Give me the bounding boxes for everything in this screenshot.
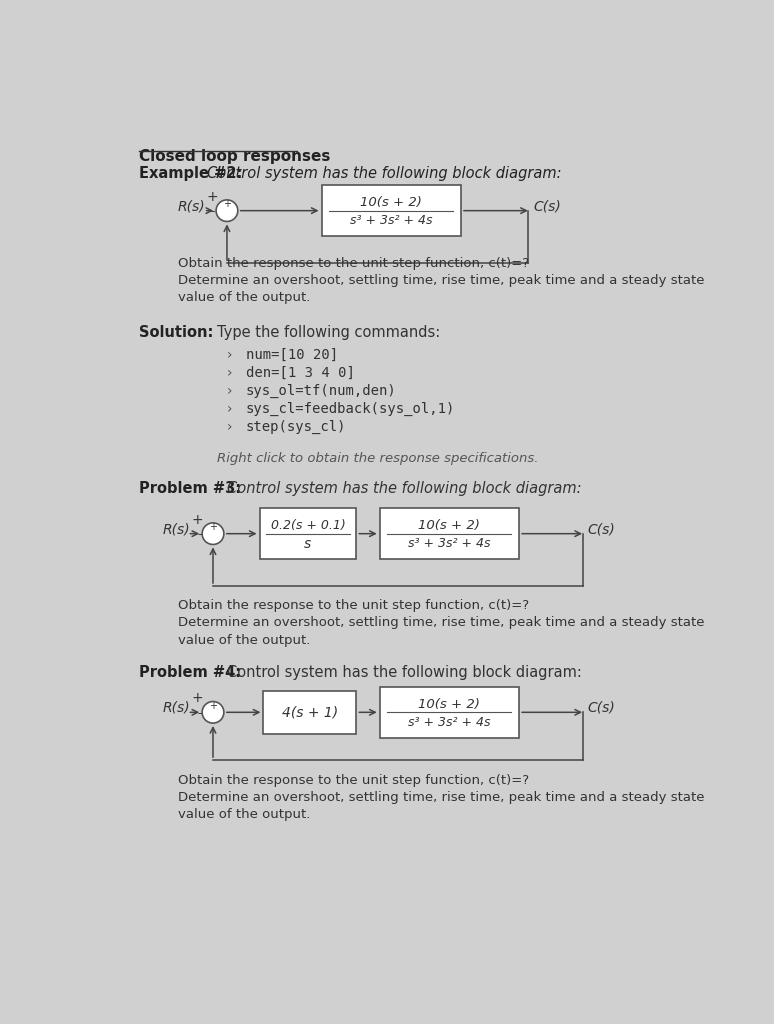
Text: -: - <box>197 528 201 541</box>
Text: Determine an overshoot, settling time, rise time, peak time and a steady state
v: Determine an overshoot, settling time, r… <box>178 273 704 304</box>
Text: ›: › <box>227 402 232 416</box>
Text: C(s): C(s) <box>587 700 615 715</box>
Text: 4(s + 1): 4(s + 1) <box>282 706 338 719</box>
FancyBboxPatch shape <box>379 508 519 559</box>
Text: 10(s + 2): 10(s + 2) <box>361 197 422 210</box>
Text: Solution:: Solution: <box>139 325 214 340</box>
Text: 10(s + 2): 10(s + 2) <box>419 698 481 711</box>
Text: Determine an overshoot, settling time, rise time, peak time and a steady state
v: Determine an overshoot, settling time, r… <box>178 616 704 646</box>
Text: C(s): C(s) <box>533 199 561 213</box>
Text: sys_ol=tf(num,den): sys_ol=tf(num,den) <box>245 384 396 398</box>
Text: R(s): R(s) <box>163 522 190 536</box>
Text: +: + <box>191 513 203 526</box>
Circle shape <box>216 200 238 221</box>
Text: s³ + 3s² + 4s: s³ + 3s² + 4s <box>408 538 491 550</box>
Text: R(s): R(s) <box>163 700 190 715</box>
Text: Control system has the following block diagram:: Control system has the following block d… <box>227 665 582 680</box>
FancyBboxPatch shape <box>379 687 519 737</box>
Text: R(s): R(s) <box>178 199 206 213</box>
Text: +: + <box>207 189 218 204</box>
Text: ›: › <box>227 348 232 361</box>
Text: Problem #3:: Problem #3: <box>139 481 241 497</box>
Text: -: - <box>211 205 215 218</box>
Text: ›: › <box>227 420 232 434</box>
Circle shape <box>202 701 224 723</box>
Text: C(s): C(s) <box>587 522 615 536</box>
Text: +: + <box>209 700 217 711</box>
Text: Closed loop responses: Closed loop responses <box>139 150 330 164</box>
Text: +: + <box>223 199 231 209</box>
Text: Type the following commands:: Type the following commands: <box>217 325 440 340</box>
Text: Determine an overshoot, settling time, rise time, peak time and a steady state
v: Determine an overshoot, settling time, r… <box>178 791 704 821</box>
Text: s³ + 3s² + 4s: s³ + 3s² + 4s <box>350 214 433 227</box>
Text: Right click to obtain the response specifications.: Right click to obtain the response speci… <box>217 452 539 465</box>
Text: -: - <box>197 707 201 720</box>
Text: Control system has the following block diagram:: Control system has the following block d… <box>227 481 581 497</box>
Text: Obtain the response to the unit step function, c(t)=?: Obtain the response to the unit step fun… <box>178 599 529 612</box>
Text: Example #2:: Example #2: <box>139 166 243 181</box>
Text: num=[10 20]: num=[10 20] <box>245 348 337 361</box>
Text: den=[1 3 4 0]: den=[1 3 4 0] <box>245 366 354 380</box>
Text: ›: › <box>227 366 232 380</box>
Text: s: s <box>304 537 312 551</box>
Circle shape <box>202 523 224 545</box>
Text: Obtain the response to the unit step function, c(t)=?: Obtain the response to the unit step fun… <box>178 774 529 786</box>
Text: 10(s + 2): 10(s + 2) <box>419 519 481 532</box>
FancyBboxPatch shape <box>259 508 356 559</box>
FancyBboxPatch shape <box>321 185 461 237</box>
Text: Obtain the response to the unit step function, c(t)=?: Obtain the response to the unit step fun… <box>178 257 529 270</box>
Text: ›: › <box>227 384 232 398</box>
Text: step(sys_cl): step(sys_cl) <box>245 420 346 434</box>
Text: 0.2(s + 0.1): 0.2(s + 0.1) <box>271 519 345 532</box>
Text: s³ + 3s² + 4s: s³ + 3s² + 4s <box>408 716 491 729</box>
Text: Problem #4:: Problem #4: <box>139 665 241 680</box>
Text: +: + <box>191 691 203 706</box>
Text: +: + <box>209 522 217 532</box>
Text: sys_cl=feedback(sys_ol,1): sys_cl=feedback(sys_ol,1) <box>245 402 455 416</box>
Text: Control system has the following block diagram:: Control system has the following block d… <box>207 166 561 181</box>
FancyBboxPatch shape <box>263 691 356 734</box>
